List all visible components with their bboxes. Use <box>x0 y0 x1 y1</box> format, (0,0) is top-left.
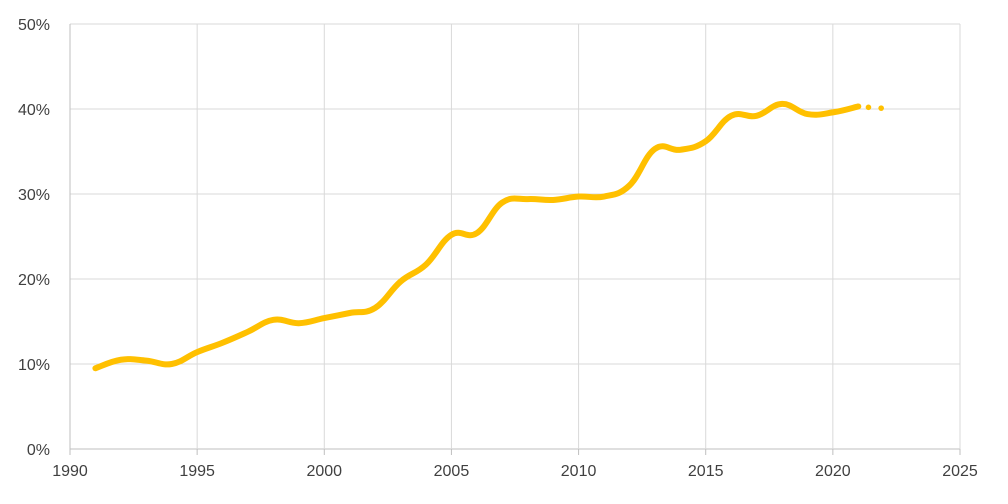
data-point <box>423 262 429 268</box>
data-point <box>652 146 658 152</box>
data-point <box>677 147 683 153</box>
x-tick-label: 2020 <box>815 463 851 480</box>
data-point <box>499 200 505 206</box>
data-point <box>398 279 404 285</box>
y-tick-label: 50% <box>18 17 50 34</box>
x-tick-label: 2025 <box>942 463 978 480</box>
data-point <box>321 315 327 321</box>
series-line <box>92 100 862 372</box>
data-point <box>347 310 353 316</box>
data-point <box>194 349 200 355</box>
data-point <box>703 138 709 144</box>
y-tick-label: 0% <box>27 442 50 459</box>
data-point <box>804 111 810 117</box>
x-tick-label: 1990 <box>52 463 88 480</box>
data-point <box>830 109 836 115</box>
y-tick-label: 30% <box>18 187 50 204</box>
y-tick-label: 20% <box>18 272 50 289</box>
data-point <box>92 365 98 371</box>
data-point <box>525 196 531 202</box>
data-point <box>220 340 226 346</box>
x-tick-label: 2015 <box>688 463 724 480</box>
data-point <box>169 361 175 367</box>
data-point <box>779 101 785 107</box>
data-point <box>143 358 149 364</box>
x-tick-label: 2010 <box>561 463 597 480</box>
data-point <box>118 357 124 363</box>
x-tick-label: 2000 <box>306 463 342 480</box>
data-point <box>372 305 378 311</box>
data-point <box>550 197 556 203</box>
projection-dot <box>878 105 884 111</box>
projection-dot <box>865 104 872 111</box>
data-point <box>245 329 251 335</box>
data-point <box>601 194 607 200</box>
data-point <box>754 113 760 119</box>
x-tick-label: 1995 <box>179 463 215 480</box>
data-point <box>855 103 861 109</box>
data-point <box>448 232 454 238</box>
data-point <box>728 113 734 119</box>
x-tick-label: 2005 <box>434 463 470 480</box>
axis-labels: 0% 10% 20% 30% 40% 50% 1990 1995 2000 2005 2010 201… <box>18 17 978 480</box>
data-point <box>296 320 302 326</box>
data-point <box>474 230 480 236</box>
y-tick-label: 40% <box>18 102 50 119</box>
data-point <box>576 194 582 200</box>
series-layer <box>92 100 884 372</box>
data-point <box>626 183 632 189</box>
data-point <box>270 317 276 323</box>
y-tick-label: 10% <box>18 357 50 374</box>
